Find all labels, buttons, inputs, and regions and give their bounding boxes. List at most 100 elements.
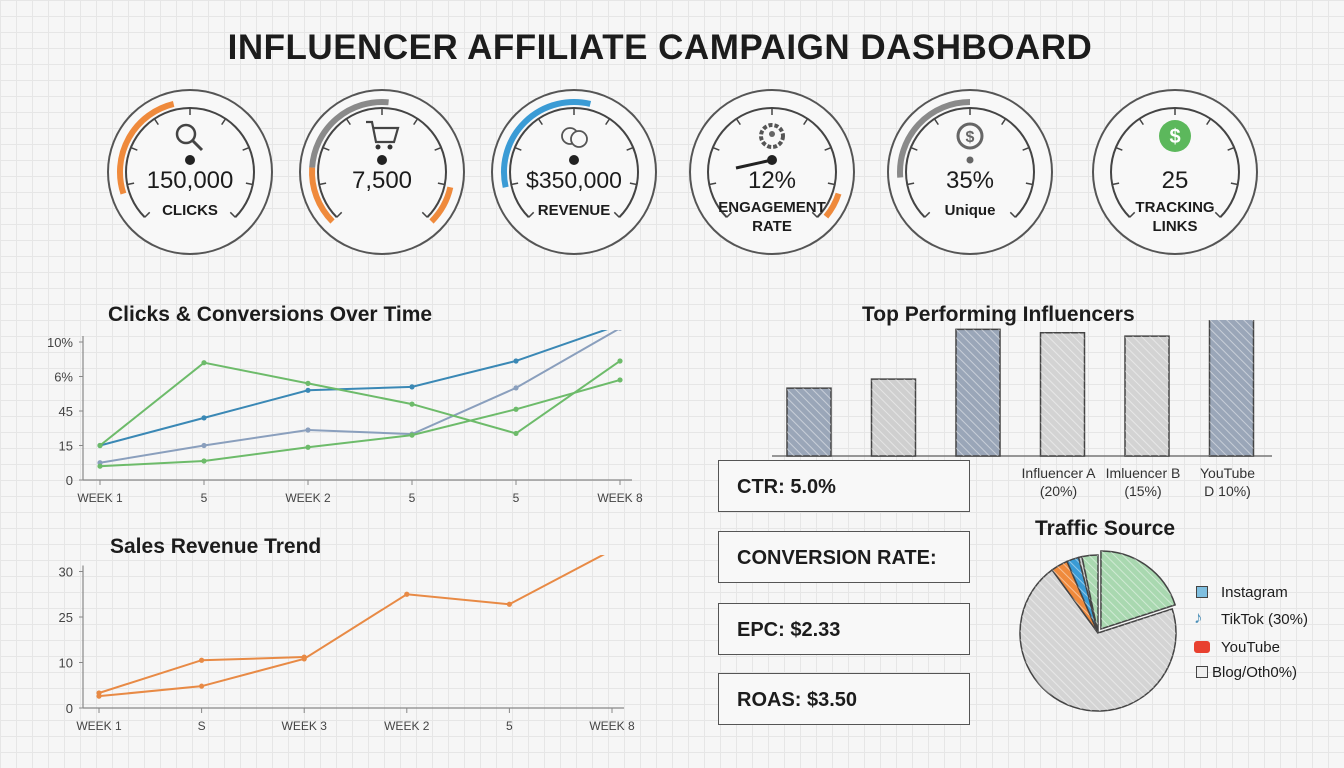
dollar-sign: $: [1169, 126, 1180, 148]
data-point: [97, 463, 103, 469]
series-line-1: [98, 555, 605, 698]
gauge-label: ENGAGEMENT: [718, 199, 826, 216]
kpi-gauges: 150,000 CLICKS 7,500 $350,000 REVENUE 12% ENGA…: [107, 89, 1258, 255]
cart-icon: [366, 120, 400, 144]
gauge-tick: [626, 146, 634, 151]
gauge-tick: [221, 118, 227, 126]
needle-hub: [966, 156, 974, 164]
clicks-chart-title: Clicks & Conversions Over Time: [108, 303, 433, 326]
gauge-level-arc: [501, 99, 592, 188]
gauge-tick: [1112, 182, 1120, 186]
series-line-1: [99, 330, 619, 464]
gauge-tick: [613, 211, 620, 218]
gauge-tick: [153, 118, 159, 126]
gauge-tick: [245, 182, 253, 186]
data-point: [617, 358, 623, 364]
bar-label: Influencer A: [1022, 465, 1097, 481]
gauge-level-arc: [429, 186, 454, 224]
y-tick-label: 0: [66, 473, 73, 488]
y-tick-label: 10%: [47, 335, 73, 350]
gauge-label: LINKS: [1153, 218, 1198, 235]
gauge-tick: [910, 146, 918, 151]
bar-label: (15%): [1124, 483, 1161, 499]
gauge-tick: [1227, 146, 1235, 151]
gauge-label: TRACKING: [1135, 199, 1214, 216]
gauge-tick: [1206, 118, 1212, 126]
gauge-tick: [803, 118, 809, 126]
gauge-tick: [1115, 146, 1123, 151]
data-point: [199, 657, 205, 663]
data-point: [301, 656, 307, 662]
traffic-source-pie: [1019, 550, 1177, 712]
gear-user-icon: [759, 123, 785, 149]
sales-revenue-chart: 0 10 25 30 WEEK 1 S WEEK 3 WEEK 2 5 WEEK 8: [59, 555, 635, 733]
roas-card: ROAS: $3.50: [718, 673, 970, 725]
gauge-tick: [735, 118, 741, 126]
gauge-engagement: 12% ENGAGEMENT RATE: [689, 89, 855, 255]
gauge-level-arc: [897, 99, 971, 178]
gauge-tick: [1138, 118, 1144, 126]
gauge-tick: [421, 211, 428, 218]
gauge-label: REVENUE: [538, 202, 611, 219]
x-tick-label: S: [198, 719, 206, 733]
data-point: [513, 385, 519, 391]
epc-value: EPC: $2.33: [737, 619, 841, 641]
gauge-value: 7,500: [352, 167, 412, 194]
y-tick-label: 25: [59, 610, 73, 625]
user-head: [769, 131, 775, 137]
gauge-tick: [130, 146, 138, 151]
bar-hatch: [1209, 320, 1254, 456]
clicks-conversions-chart: 0 15 45 6% 10% WEEK 1 5 WEEK 2 5 5 WEEK 8: [47, 330, 643, 505]
sales-chart-title: Sales Revenue Trend: [110, 535, 322, 558]
gauge-clicks: 150,000 CLICKS: [107, 89, 273, 255]
y-tick-label: 0: [66, 701, 73, 716]
bar-label: YouTube: [1200, 465, 1255, 481]
cart-wheel: [387, 144, 393, 150]
gauge-orders: 7,500: [299, 89, 465, 255]
epc-card: EPC: $2.33: [718, 603, 970, 655]
x-tick-label: 5: [409, 491, 416, 505]
data-point: [201, 415, 207, 421]
gauge-tick: [709, 182, 717, 186]
gauge-tick: [827, 182, 835, 186]
gauge-needle: [735, 158, 773, 170]
pie-slice-hatch: [1081, 555, 1098, 633]
bar-hatch: [1125, 336, 1169, 456]
gauge-tick: [514, 146, 522, 151]
y-tick-label: 6%: [54, 370, 73, 385]
gauge-level-arc: [117, 101, 175, 195]
data-point: [409, 432, 415, 438]
conversion-rate-value: CONVERSION RATE:: [737, 547, 937, 569]
gauge-tick: [322, 146, 330, 151]
gauge-tracking: $25 TRACKING LINKS: [1092, 89, 1258, 255]
gauge-label: CLICKS: [162, 202, 218, 219]
data-point: [96, 693, 102, 699]
gauge-tick: [712, 146, 720, 151]
needle-hub: [569, 155, 579, 165]
gauge-tick: [811, 211, 818, 218]
search-icon: [175, 123, 197, 145]
gauge-tick: [413, 118, 419, 126]
x-tick-label: 5: [506, 719, 513, 733]
gauge-tick: [229, 211, 236, 218]
y-tick-label: 30: [59, 565, 73, 580]
apple-icon-second: [570, 130, 588, 148]
needle-hub: [377, 155, 387, 165]
needle-hub: [767, 155, 777, 165]
square-icon: [1196, 666, 1208, 678]
gauge-tick: [1129, 211, 1136, 218]
series-line-2: [99, 360, 621, 447]
x-tick-label: WEEK 2: [285, 491, 331, 505]
gauge-tick: [1001, 118, 1007, 126]
data-point: [305, 380, 311, 386]
bar-label: Imluencer B: [1106, 465, 1181, 481]
x-tick-label: WEEK 1: [77, 491, 123, 505]
gauge-tick: [345, 118, 351, 126]
gauge-value: $350,000: [526, 167, 622, 193]
gauge-tick: [434, 146, 442, 151]
x-tick-label: WEEK 8: [597, 491, 643, 505]
x-tick-label: WEEK 8: [589, 719, 635, 733]
data-point: [97, 442, 103, 449]
gauge-tick: [629, 182, 637, 186]
influencers-bar-chart: Influencer A (20%) Imluencer B (15%) YouTube…: [772, 320, 1272, 499]
